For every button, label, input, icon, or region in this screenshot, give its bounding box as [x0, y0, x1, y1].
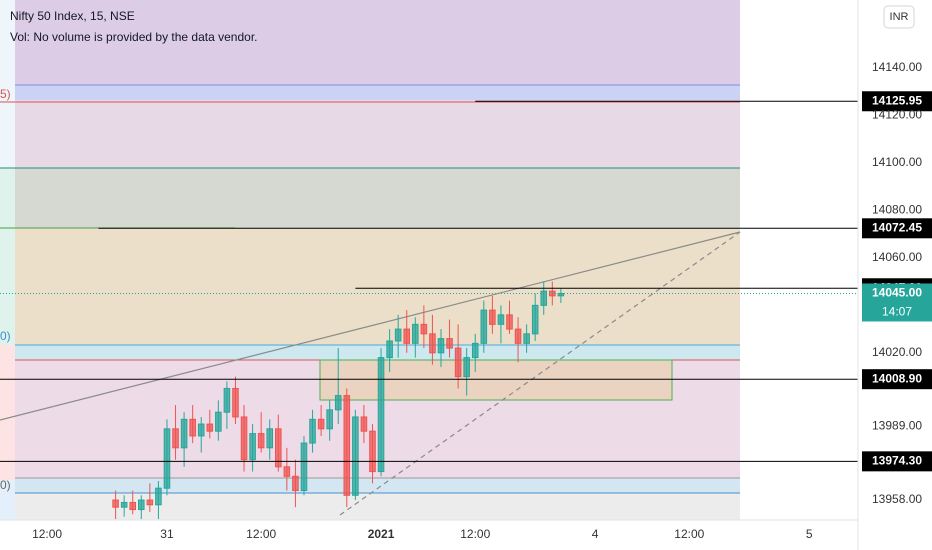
- candle-body: [240, 416, 248, 461]
- y-tick-label: 14060.00: [872, 250, 922, 264]
- candle-body: [120, 501, 128, 508]
- candle-body: [369, 430, 376, 473]
- candle-body: [463, 357, 470, 378]
- candle-body: [300, 442, 308, 492]
- candle-body: [197, 423, 205, 437]
- price-label-box: [862, 218, 932, 239]
- candle-body: [266, 428, 274, 449]
- candle-body: [249, 433, 256, 461]
- candle-body: [155, 487, 162, 506]
- candle-body: [317, 418, 325, 430]
- candle-body: [180, 418, 188, 449]
- candle-body: [309, 418, 316, 444]
- candle-body: [215, 411, 222, 432]
- chart-title: Nifty 50 Index, 15, NSE: [10, 9, 135, 23]
- candle-body: [403, 328, 411, 344]
- candle-body: [326, 409, 333, 430]
- currency-label[interactable]: INR: [890, 11, 909, 23]
- candle-body: [223, 387, 231, 413]
- background-zones: [0, 0, 741, 520]
- y-tick-label: 14020.00: [872, 345, 922, 359]
- candle-body: [420, 323, 428, 335]
- candle-body: [514, 328, 522, 344]
- candle-body: [283, 466, 291, 477]
- x-tick-label: 4: [592, 527, 599, 541]
- y-tick-label: 13958.00: [872, 492, 922, 506]
- candle-body: [138, 499, 145, 511]
- candle-body: [377, 357, 385, 473]
- price-label: 13974.30: [872, 454, 922, 468]
- currency-button[interactable]: [883, 5, 915, 29]
- candle-body: [531, 304, 539, 335]
- candle-body: [172, 428, 179, 449]
- edge-label: 0): [0, 329, 11, 343]
- x-tick-label: 12:00: [460, 527, 490, 541]
- price-label-box: [862, 451, 932, 472]
- last-price-box: [862, 283, 932, 322]
- price-label-box: [862, 91, 932, 112]
- candle-body: [429, 333, 436, 354]
- x-tick-label: 12:00: [246, 527, 276, 541]
- candle-body: [206, 423, 214, 432]
- candle-body: [454, 347, 462, 378]
- candle-body: [471, 342, 479, 359]
- y-tick-label: 13989.00: [872, 419, 922, 433]
- x-tick-label: 31: [160, 527, 174, 541]
- x-tick-label: 5: [806, 527, 813, 541]
- y-tick-label: 14140.00: [872, 60, 922, 74]
- candles: [112, 281, 565, 520]
- candle-body: [189, 418, 196, 437]
- candle-body: [275, 428, 282, 468]
- candle-body: [334, 395, 342, 411]
- x-tick-label: 12:00: [674, 527, 704, 541]
- last-price-label: 14045.00: [872, 286, 922, 300]
- candle-body: [163, 428, 171, 489]
- candle-body: [292, 475, 299, 492]
- candle-body: [112, 499, 119, 508]
- price-lines: 14125.9514072.4514047.2014008.9013974.30…: [0, 91, 932, 472]
- candle-body: [523, 333, 530, 344]
- candle-body: [146, 499, 154, 506]
- y-tick-label: 14080.00: [872, 203, 922, 217]
- edge-label: 5): [0, 87, 11, 101]
- x-tick-label: 12:00: [32, 527, 62, 541]
- candle-body: [394, 328, 402, 342]
- candle-body: [232, 387, 239, 418]
- edge-label: 0): [0, 478, 11, 492]
- candle-body: [257, 433, 265, 449]
- candle-body: [489, 309, 496, 325]
- candle-body: [386, 340, 393, 359]
- candle-body: [129, 501, 137, 511]
- candle-body: [480, 309, 488, 344]
- candle-body: [540, 290, 548, 306]
- candle-body: [506, 314, 513, 330]
- countdown: 14:07: [882, 305, 912, 319]
- candle-body: [412, 323, 419, 344]
- price-label-box: [862, 369, 932, 390]
- candle-body: [437, 338, 445, 354]
- candle-body: [557, 292, 565, 297]
- price-label: 14072.45: [872, 220, 922, 234]
- x-tick-label: 2021: [368, 527, 395, 541]
- price-label: 14008.90: [872, 371, 922, 385]
- candle-body: [360, 416, 368, 432]
- chart-subtitle: Vol: No volume is provided by the data v…: [10, 30, 257, 44]
- price-label: 14125.95: [872, 93, 922, 107]
- candle-body: [497, 314, 505, 325]
- candle-body: [446, 338, 453, 349]
- candle-body: [343, 395, 351, 496]
- y-tick-label: 14120.00: [872, 108, 922, 122]
- candle-body: [352, 416, 359, 496]
- y-tick-label: 14100.00: [872, 155, 922, 169]
